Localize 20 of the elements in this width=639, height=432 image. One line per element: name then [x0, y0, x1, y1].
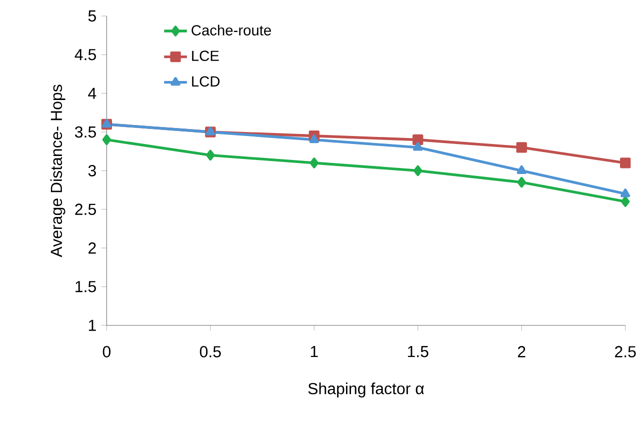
y-tick-label: 3: [88, 165, 96, 176]
legend-label: LCE: [192, 50, 219, 62]
y-tick-label: 1.5: [76, 281, 96, 292]
x-tick-label: 1: [310, 346, 318, 358]
y-tick-label: 5: [88, 10, 96, 22]
y-tick-label: 1: [88, 320, 96, 331]
x-tick-label: 2: [518, 346, 526, 358]
x-tick-label: 1.5: [408, 346, 428, 358]
y-tick-label: 3.5: [74, 126, 96, 138]
legend-label: LCD: [192, 76, 220, 87]
legend-label: Cache-route: [192, 24, 271, 36]
y-tick-label: 2: [88, 242, 96, 254]
x-axis-title: Shaping factor α: [308, 382, 424, 398]
x-tick-label: 0: [102, 346, 110, 358]
y-tick-label: 4.5: [74, 49, 96, 60]
x-tick-label: 0.5: [200, 346, 221, 358]
y-tick-label: 2.5: [75, 204, 96, 215]
y-axis-title: Average Distance- Hops: [50, 84, 66, 258]
y-tick-label: 4: [88, 88, 96, 99]
x-tick-label: 2.5: [615, 346, 636, 358]
